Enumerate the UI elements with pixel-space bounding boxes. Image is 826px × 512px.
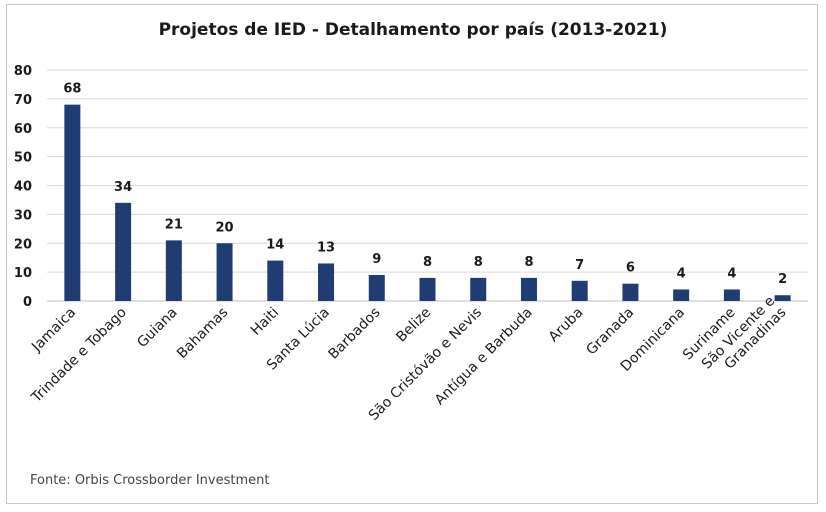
bar: [470, 277, 487, 301]
chart-frame: [6, 4, 818, 504]
category-label-line: Jamaica: [28, 305, 79, 356]
data-label: 21: [165, 217, 183, 232]
data-label: 20: [216, 220, 234, 235]
category-label: Belize: [393, 305, 434, 346]
bar: [165, 240, 182, 301]
bar: [267, 260, 284, 301]
bar: [368, 275, 385, 301]
source-note: Fonte: Orbis Crossborder Investment: [30, 473, 270, 488]
category-label: Aruba: [546, 305, 587, 346]
category-label: Barbados: [326, 305, 384, 363]
category-label: Jamaica: [28, 305, 79, 356]
y-tick-label: 50: [14, 151, 32, 166]
bar: [774, 295, 791, 301]
category-label: Bahamas: [174, 305, 231, 362]
y-tick-label: 0: [23, 295, 32, 310]
category-label: Haiti: [248, 305, 282, 339]
category-label: Guiana: [134, 305, 180, 351]
y-tick-label: 30: [14, 208, 32, 223]
bar: [673, 289, 690, 301]
data-label: 34: [114, 180, 132, 195]
data-label: 8: [474, 255, 483, 270]
category-label-line: Belize: [393, 305, 434, 346]
category-label: Trindade e Tobago: [28, 305, 130, 407]
bar: [622, 283, 639, 301]
category-label-line: Aruba: [546, 305, 587, 346]
category-label-line: Bahamas: [174, 305, 231, 362]
category-label-line: Barbados: [326, 305, 384, 363]
data-label: 8: [524, 255, 533, 270]
data-label: 68: [63, 82, 81, 97]
data-label: 9: [372, 252, 381, 267]
data-label: 6: [626, 261, 635, 276]
category-label-line: Granada: [583, 305, 637, 359]
data-label: 13: [317, 240, 335, 255]
y-tick-label: 60: [14, 122, 32, 137]
data-label: 2: [778, 272, 787, 287]
data-label: 7: [575, 258, 584, 273]
category-label-line: Haiti: [248, 305, 282, 339]
chart-title: Projetos de IED - Detalhamento por país …: [158, 20, 668, 40]
data-label: 4: [677, 266, 686, 281]
category-label: Granada: [583, 305, 637, 359]
bar: [419, 277, 436, 301]
y-tick-label: 80: [14, 64, 32, 79]
data-label: 4: [727, 266, 736, 281]
category-label-line: Antígua e Barbuda: [432, 305, 536, 409]
y-tick-label: 70: [14, 93, 32, 108]
y-tick-label: 40: [14, 180, 32, 195]
bar: [318, 263, 335, 301]
bar: [723, 289, 740, 301]
bar: [520, 277, 537, 301]
category-label-line: Trindade e Tobago: [28, 305, 130, 407]
data-label: 14: [266, 238, 284, 253]
bar: [64, 104, 81, 302]
y-tick-label: 10: [14, 266, 32, 281]
bar: [571, 280, 588, 301]
data-label: 8: [423, 255, 432, 270]
category-label: Antígua e Barbuda: [432, 305, 536, 409]
y-tick-label: 20: [14, 237, 32, 252]
category-label-line: Guiana: [134, 305, 180, 351]
bar: [115, 202, 132, 301]
bar: [216, 243, 233, 301]
